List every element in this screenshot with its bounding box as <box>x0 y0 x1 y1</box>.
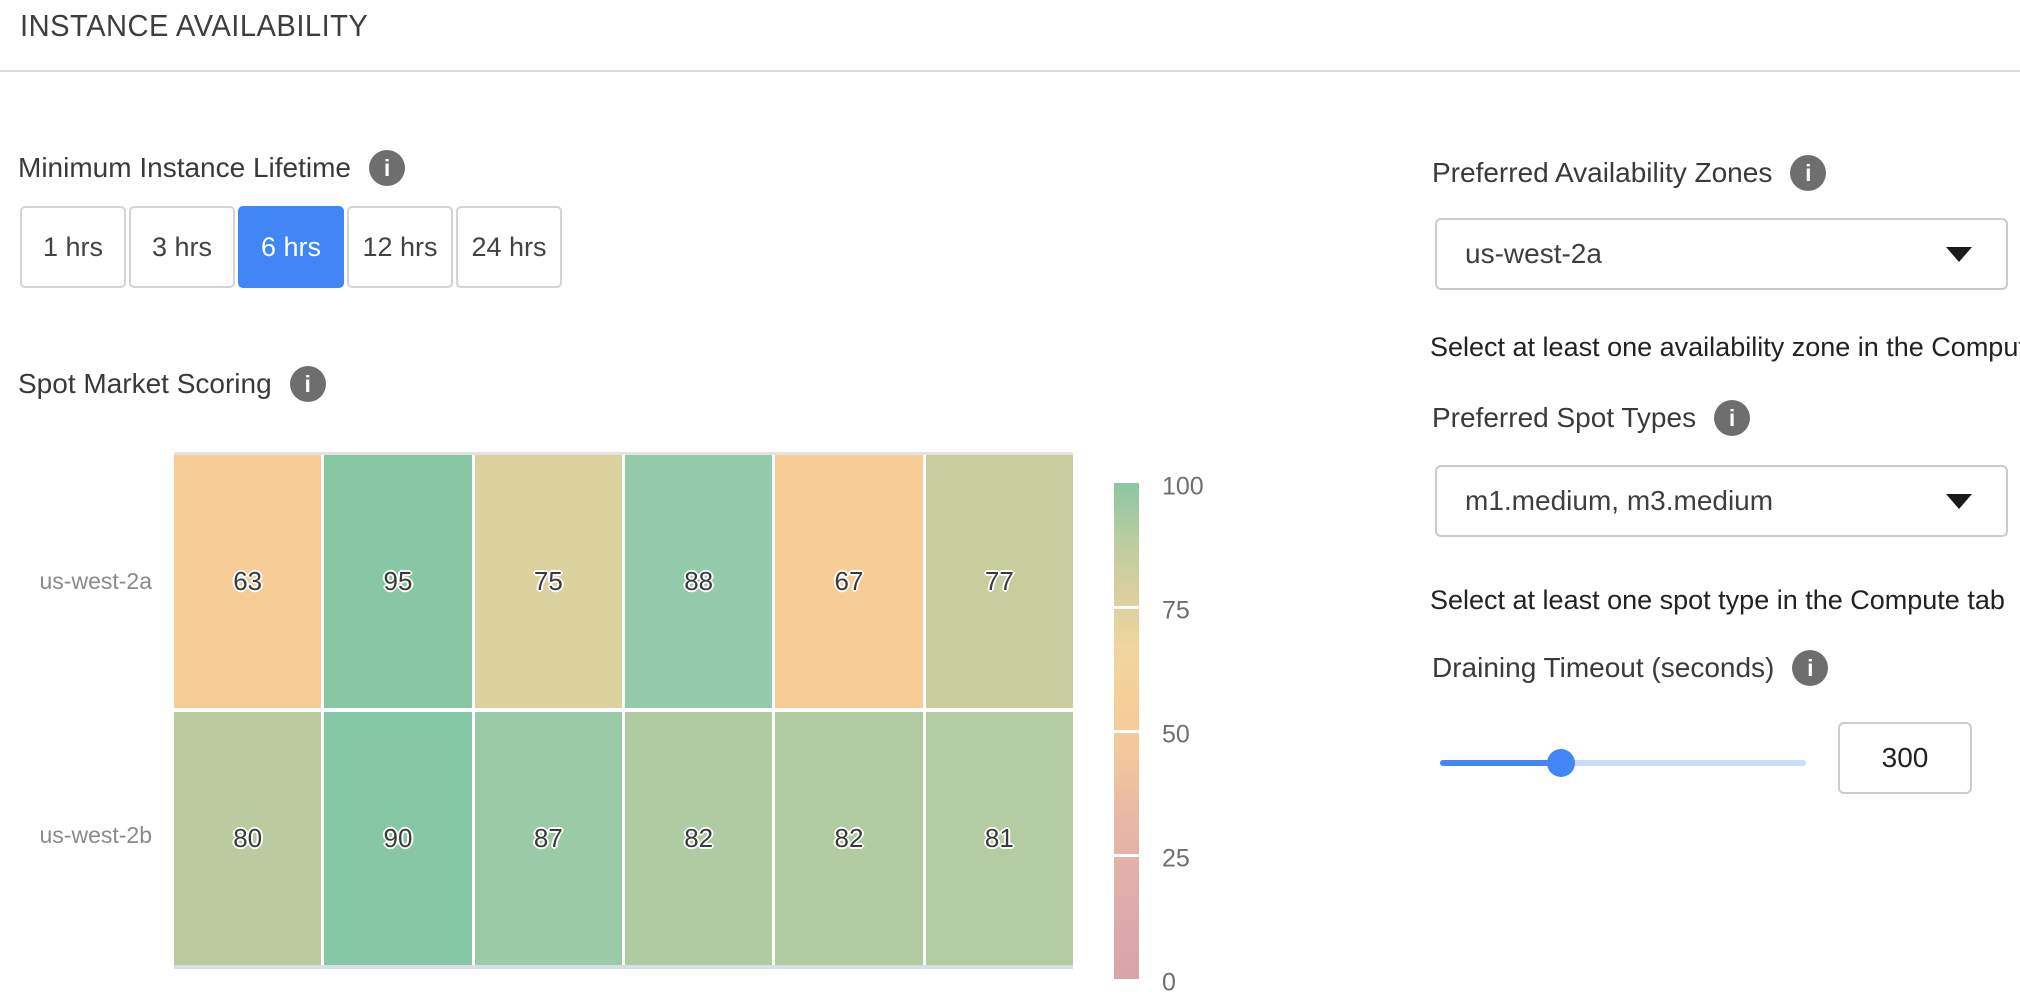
preferred-availability-zones-label-row: Preferred Availability Zones i <box>1432 155 1827 191</box>
slider-fill <box>1440 760 1561 766</box>
heatmap-cell: 82 <box>624 712 773 965</box>
colorbar-tick-label: 75 <box>1162 596 1190 625</box>
colorbar-tick-label: 0 <box>1162 968 1176 997</box>
min-instance-lifetime-label: Minimum Instance Lifetime <box>18 152 352 183</box>
info-icon[interactable]: i <box>369 150 406 186</box>
spot-market-scoring-heatmap: 63 95 75 88 67 77 80 90 87 82 82 81 <box>174 452 1073 969</box>
heatmap-cell: 75 <box>474 455 622 708</box>
slider-track[interactable] <box>1440 760 1806 766</box>
colorbar-tick-label: 100 <box>1162 472 1204 501</box>
spot-types-helper-text: Select at least one spot type in the Com… <box>1430 585 2005 615</box>
heatmap-cell: 63 <box>174 455 322 708</box>
spot-market-scoring-label-row: Spot Market Scoring i <box>18 366 326 402</box>
draining-timeout-input[interactable] <box>1838 722 1972 794</box>
spot-market-scoring-label: Spot Market Scoring <box>18 368 272 399</box>
colorbar-separator <box>1114 730 1139 733</box>
lifetime-option-1-hrs[interactable]: 1 hrs <box>20 206 126 288</box>
availability-zones-selected-value: us-west-2a <box>1465 238 1602 269</box>
lifetime-option-24-hrs[interactable]: 24 hrs <box>456 206 562 288</box>
chevron-down-icon <box>1946 493 1972 509</box>
spot-types-selected-value: m1.medium, m3.medium <box>1465 485 1774 516</box>
heatmap-cell: 82 <box>775 712 923 965</box>
colorbar-separator <box>1114 854 1139 857</box>
slider-thumb[interactable] <box>1546 749 1575 777</box>
info-icon[interactable]: i <box>289 366 326 402</box>
header-divider <box>0 70 2020 72</box>
heatmap-row-label: us-west-2a <box>39 568 152 594</box>
availability-zones-helper-text: Select at least one availability zone in… <box>1430 332 2020 362</box>
heatmap-cell: 90 <box>324 712 472 965</box>
chevron-down-icon <box>1946 246 1972 262</box>
page-title: INSTANCE AVAILABILITY <box>20 8 369 43</box>
heatmap-row-label: us-west-2b <box>39 822 152 848</box>
heatmap-cell: 87 <box>474 712 622 965</box>
draining-timeout-slider[interactable] <box>1440 742 1806 784</box>
colorbar-separator <box>1114 606 1139 609</box>
draining-timeout-label: Draining Timeout (seconds) <box>1432 652 1775 683</box>
heatmap-cell: 77 <box>925 455 1073 708</box>
heatmap-cell: 81 <box>925 712 1073 965</box>
heatmap-cell: 80 <box>174 712 322 965</box>
spot-types-select[interactable]: m1.medium, m3.medium <box>1435 465 2008 537</box>
lifetime-option-12-hrs[interactable]: 12 hrs <box>347 206 453 288</box>
availability-zones-select[interactable]: us-west-2a <box>1435 218 2008 290</box>
heatmap-colorbar <box>1114 483 1139 979</box>
lifetime-option-6-hrs[interactable]: 6 hrs <box>238 206 344 288</box>
colorbar-tick-label: 25 <box>1162 844 1190 873</box>
info-icon[interactable]: i <box>1714 400 1751 436</box>
preferred-spot-types-label-row: Preferred Spot Types i <box>1432 400 1751 436</box>
min-instance-lifetime-label-row: Minimum Instance Lifetime i <box>18 150 406 186</box>
lifetime-option-3-hrs[interactable]: 3 hrs <box>129 206 235 288</box>
lifetime-button-group: 1 hrs 3 hrs 6 hrs 12 hrs 24 hrs <box>20 206 562 288</box>
info-icon[interactable]: i <box>1790 155 1827 191</box>
preferred-availability-zones-label: Preferred Availability Zones <box>1432 157 1773 188</box>
heatmap-cell: 88 <box>624 455 773 708</box>
draining-timeout-label-row: Draining Timeout (seconds) i <box>1432 650 1829 686</box>
heatmap-cell: 67 <box>775 455 923 708</box>
colorbar-tick-label: 50 <box>1162 720 1190 749</box>
preferred-spot-types-label: Preferred Spot Types <box>1432 402 1697 433</box>
heatmap-cell: 95 <box>324 455 472 708</box>
info-icon[interactable]: i <box>1792 650 1829 686</box>
